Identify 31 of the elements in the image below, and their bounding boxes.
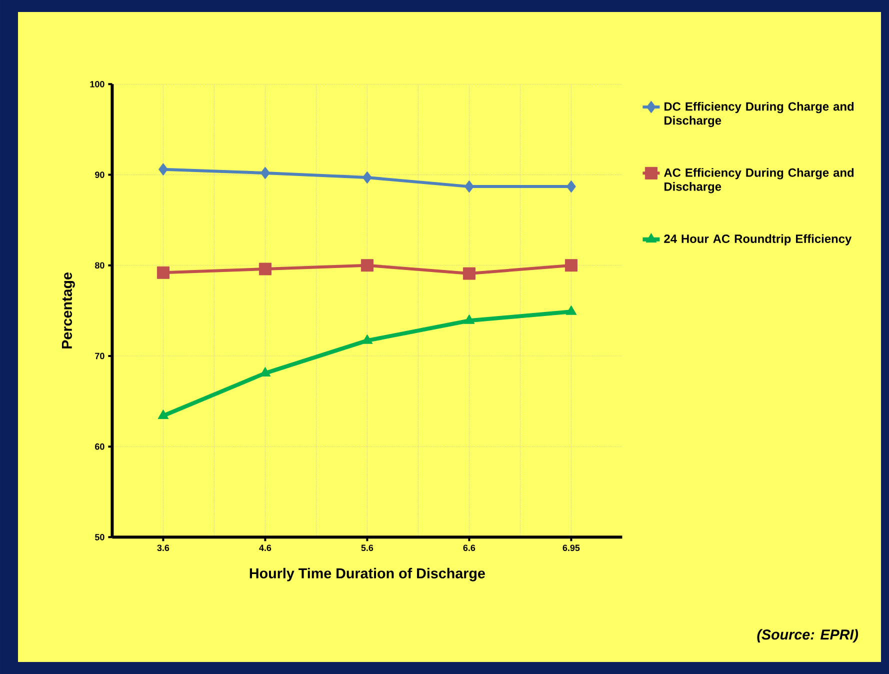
x-axis-title: Hourly Time Duration of Discharge — [250, 568, 485, 582]
x-tick-label: 6.6 — [463, 544, 476, 552]
legend-label: 24 Hour AC Roundtrip Efficiency — [664, 234, 852, 246]
y-tick-label: 80 — [94, 262, 104, 269]
legend-label: DC Efficiency During Charge and Discharge — [664, 102, 854, 128]
point — [462, 267, 476, 280]
point — [260, 166, 270, 180]
point — [362, 334, 373, 344]
point — [360, 259, 374, 272]
point — [158, 163, 168, 176]
x-tick-label: 6.95 — [562, 544, 580, 552]
point — [156, 266, 170, 279]
y-axis-title: Percentage — [62, 272, 75, 348]
point — [566, 180, 576, 193]
point — [158, 410, 169, 420]
y-tick-label: 50 — [94, 534, 104, 540]
x-tick-label: 4.6 — [259, 544, 272, 552]
text: (Source: EPRI) — [757, 629, 858, 642]
x-tick-label: 3.6 — [157, 544, 170, 552]
point — [566, 305, 577, 315]
y-tick-label: 100 — [90, 81, 104, 88]
point — [258, 262, 272, 276]
point — [564, 259, 578, 272]
point — [464, 180, 474, 193]
point — [362, 171, 372, 184]
y-tick-label: 60 — [95, 443, 104, 450]
x-tick-label: 5.6 — [361, 544, 374, 552]
y-tick-label: 90 — [95, 172, 104, 178]
y-tick-label: 70 — [95, 352, 104, 360]
legend-label: AC Efficiency During Charge and Discharge — [664, 168, 854, 194]
point — [464, 314, 475, 324]
